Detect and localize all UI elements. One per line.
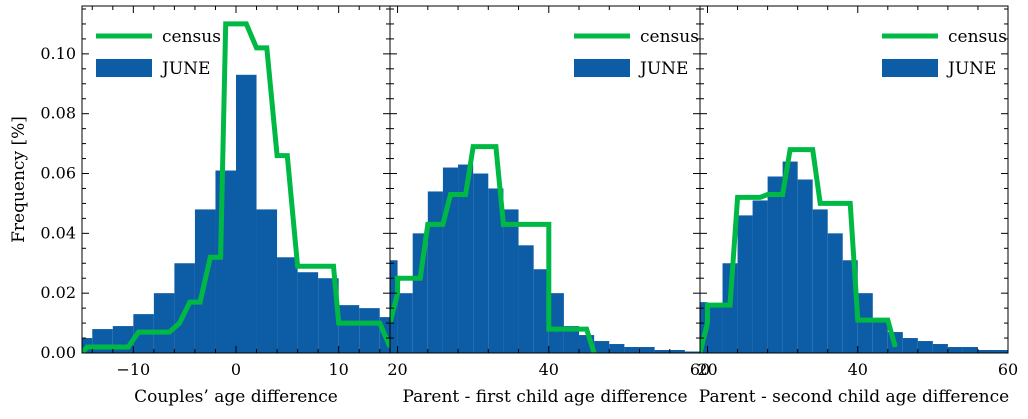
legend-june-label: JUNE [160, 59, 210, 79]
legend-june-swatch [96, 59, 152, 77]
histogram-bar [654, 350, 670, 353]
histogram-bar [947, 347, 963, 353]
panel-3: 20 40 60 Parent - second child age differen… [697, 5, 1018, 407]
y-axis-label: Frequency [%] [9, 116, 29, 243]
x-tick-label: 60 [690, 360, 710, 379]
y-tick-label: 0.00 [40, 343, 76, 362]
x-axis-label: Parent - first child age difference [402, 387, 687, 407]
y-tick-label: 0.04 [40, 223, 76, 242]
plot-area [700, 147, 1008, 353]
histogram-bar [397, 293, 413, 353]
legend-census-label: census [162, 27, 221, 47]
histogram-bar [782, 161, 798, 353]
histogram-bar [872, 320, 888, 353]
census-line [390, 144, 597, 353]
histogram-bar [917, 341, 933, 353]
histogram-bar [857, 293, 873, 353]
histogram-bar [684, 351, 700, 353]
census-line [82, 21, 390, 353]
histogram-bar [902, 338, 918, 353]
histogram-bar [548, 293, 564, 353]
histogram-bar [962, 347, 978, 353]
histogram-bar [318, 278, 339, 353]
x-tick-label: 20 [387, 360, 407, 379]
histogram-bar [669, 350, 685, 353]
histogram-bar [458, 164, 474, 353]
histogram-bar [992, 350, 1008, 353]
histogram-bar [503, 209, 519, 353]
legend-census-label: census [640, 27, 699, 47]
histogram-bar [359, 308, 380, 353]
histogram-bar [533, 269, 549, 353]
histogram-bar [624, 347, 640, 353]
histogram-bar [639, 347, 655, 353]
histogram-bar [700, 302, 708, 353]
legend-june-label: JUNE [638, 59, 688, 79]
axes-frame [699, 5, 1009, 354]
x-tick-label: 0 [231, 360, 241, 379]
x-tick-label: 10 [328, 360, 348, 379]
histogram-bar [236, 74, 257, 353]
legend-june-swatch [882, 59, 938, 77]
x-tick-label: 60 [998, 360, 1018, 379]
histogram-bar [297, 272, 319, 353]
histogram-bar [609, 344, 625, 353]
histogram-bar [277, 257, 298, 353]
histogram-bar [518, 245, 534, 353]
histogram-bar [594, 341, 610, 353]
histogram-bar [932, 344, 948, 353]
histogram-bar [797, 179, 813, 353]
histogram-bar [737, 215, 753, 353]
y-tick-label: 0.10 [40, 44, 76, 63]
y-tick-label: 0.06 [40, 164, 76, 183]
x-tick-label: −10 [116, 360, 150, 379]
legend: census JUNE [574, 27, 699, 79]
histogram-bar [488, 188, 504, 353]
plot-area [390, 144, 700, 353]
x-axis-label: Parent - second child age difference [699, 387, 1009, 407]
legend-june-label: JUNE [946, 59, 996, 79]
histogram-bar [707, 305, 723, 353]
x-tick-label: 20 [697, 360, 717, 379]
panel-1: −10 0 10 0.00 0.02 0.04 0.06 0.08 0.10 Couples’ a… [9, 5, 391, 407]
histogram-bar [256, 209, 278, 353]
histogram-bar [827, 233, 843, 353]
histogram-bar [427, 191, 443, 353]
histogram-bar [767, 176, 783, 353]
histogram-bar [563, 326, 580, 353]
y-tick-label: 0.08 [40, 104, 76, 123]
legend-census-label: census [948, 27, 1007, 47]
legend: census JUNE [882, 27, 1007, 79]
y-tick-label: 0.02 [40, 283, 76, 302]
histogram-bar [215, 170, 236, 353]
legend-june-swatch [574, 59, 630, 77]
histogram-bar [153, 293, 175, 353]
histogram-bar [977, 350, 993, 353]
histogram-bar [473, 173, 489, 353]
plot-area [82, 21, 390, 353]
histogram-bar [338, 305, 360, 353]
x-tick-label: 40 [539, 360, 559, 379]
histogram-bar [812, 209, 828, 353]
histogram-bar [752, 200, 768, 353]
census-line [700, 147, 898, 353]
x-axis-label: Couples’ age difference [134, 387, 338, 407]
legend: census JUNE [96, 27, 221, 79]
x-tick-label: 40 [848, 360, 868, 379]
